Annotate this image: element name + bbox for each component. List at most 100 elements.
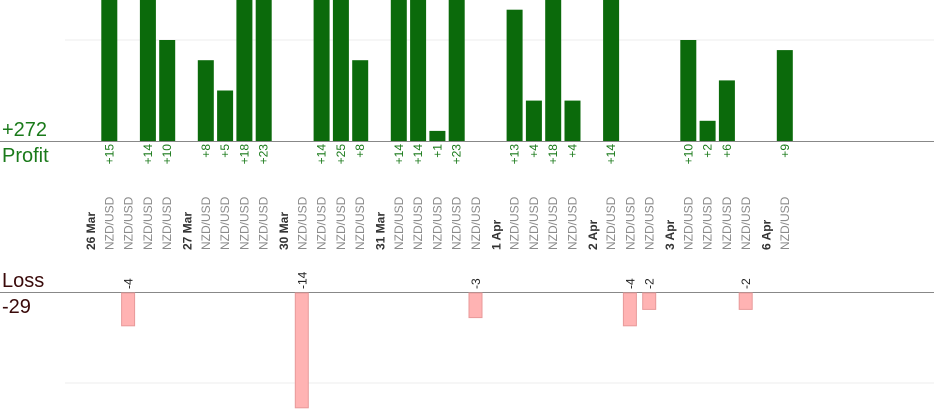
profit-value-label: +9 <box>778 144 792 158</box>
profit-bar <box>255 0 272 141</box>
pair-label: NZD/USD <box>720 196 734 250</box>
profit-bar <box>448 0 465 141</box>
profit-bar <box>506 9 523 142</box>
loss-bar <box>294 292 309 409</box>
profit-value-label: +23 <box>450 144 464 165</box>
pair-label: NZD/USD <box>430 196 444 250</box>
profit-value-label: +14 <box>141 144 155 165</box>
loss-value-label: -4 <box>623 278 637 289</box>
pair-label: NZD/USD <box>218 196 232 250</box>
profit-bar <box>699 120 716 141</box>
pair-label: NZD/USD <box>604 196 618 250</box>
pair-label: NZD/USD <box>199 196 213 250</box>
pair-label: NZD/USD <box>392 196 406 250</box>
profit-value-label: +8 <box>199 144 213 158</box>
loss-value-label: -14 <box>295 271 309 289</box>
profit-bar <box>236 0 253 141</box>
loss-bar <box>121 292 136 327</box>
profit-value-label: +2 <box>701 144 715 158</box>
profit-value-label: +4 <box>527 144 541 158</box>
profit-bar <box>352 60 369 142</box>
pair-label: NZD/USD <box>122 196 136 250</box>
date-label: 2 Apr <box>586 219 600 250</box>
pair-label: NZD/USD <box>102 196 116 250</box>
profit-total: +272 <box>2 119 48 141</box>
date-label: 6 Apr <box>760 219 774 250</box>
pair-label: NZD/USD <box>353 196 367 250</box>
profit-bar <box>217 90 234 141</box>
date-label: 30 Mar <box>277 212 291 250</box>
profit-value-label: +10 <box>681 144 695 165</box>
pair-label: NZD/USD <box>411 196 425 250</box>
loss-value-label: -4 <box>122 278 136 289</box>
profit-label: Profit <box>2 145 49 167</box>
pair-label: NZD/USD <box>681 196 695 250</box>
date-label: 31 Mar <box>374 212 388 250</box>
pair-label: NZD/USD <box>546 196 560 250</box>
profit-bar <box>718 80 735 141</box>
loss-bar <box>642 292 657 310</box>
profit-value-label: +8 <box>353 144 367 158</box>
loss-value-label: -3 <box>469 278 483 289</box>
labels-layer: 26 Mar NZD/USD +15 NZD/USD -4 NZD/USD +14 NZD/U… <box>84 144 792 289</box>
profit-value-label: +15 <box>102 144 116 165</box>
date-label: 3 Apr <box>663 219 677 250</box>
profit-bar <box>197 60 214 142</box>
profit-value-label: +13 <box>508 144 522 165</box>
profit-value-label: +14 <box>392 144 406 165</box>
pair-label: NZD/USD <box>257 196 271 250</box>
pair-label: NZD/USD <box>295 196 309 250</box>
loss-total: -29 <box>2 296 31 318</box>
pair-label: NZD/USD <box>701 196 715 250</box>
profit-bar <box>603 0 620 141</box>
profit-bar <box>545 0 562 141</box>
pair-label: NZD/USD <box>778 196 792 250</box>
profit-value-label: +1 <box>430 144 444 158</box>
date-label: 1 Apr <box>489 219 503 250</box>
pair-label: NZD/USD <box>469 196 483 250</box>
bars-layer <box>101 0 793 409</box>
profit-bar <box>410 0 427 141</box>
pair-label: NZD/USD <box>643 196 657 250</box>
profit-value-label: +6 <box>720 144 734 158</box>
loss-bar <box>468 292 483 319</box>
profit-bar <box>159 40 176 141</box>
loss-value-label: -2 <box>739 278 753 289</box>
profit-value-label: +14 <box>604 144 618 165</box>
pair-label: NZD/USD <box>450 196 464 250</box>
profit-value-label: +4 <box>566 144 580 158</box>
profit-bar <box>332 0 349 141</box>
loss-value-label: -2 <box>643 278 657 289</box>
pair-label: NZD/USD <box>739 196 753 250</box>
date-label: 26 Mar <box>84 212 98 250</box>
pair-label: NZD/USD <box>566 196 580 250</box>
pair-label: NZD/USD <box>527 196 541 250</box>
profit-value-label: +14 <box>411 144 425 165</box>
pair-label: NZD/USD <box>160 196 174 250</box>
profit-bar <box>139 0 156 141</box>
profit-bar <box>429 130 446 141</box>
profit-value-label: +10 <box>160 144 174 165</box>
pair-label: NZD/USD <box>334 196 348 250</box>
pair-label: NZD/USD <box>237 196 251 250</box>
profit-value-label: +25 <box>334 144 348 165</box>
pair-label: NZD/USD <box>141 196 155 250</box>
profit-bar <box>776 50 793 141</box>
profit-value-label: +14 <box>315 144 329 165</box>
pair-label: NZD/USD <box>623 196 637 250</box>
profit-bar <box>525 100 542 141</box>
loss-label: Loss <box>2 270 45 292</box>
pair-label: NZD/USD <box>508 196 522 250</box>
profit-bar <box>313 0 330 141</box>
profit-bar <box>390 0 407 141</box>
loss-bar <box>622 292 637 327</box>
date-label: 27 Mar <box>181 212 195 250</box>
profit-value-label: +18 <box>237 144 251 165</box>
profit-value-label: +23 <box>257 144 271 165</box>
profit-value-label: +18 <box>546 144 560 165</box>
loss-bar <box>738 292 753 310</box>
profit-bar <box>680 40 697 141</box>
pair-label: NZD/USD <box>315 196 329 250</box>
grid-lines <box>0 39 934 384</box>
